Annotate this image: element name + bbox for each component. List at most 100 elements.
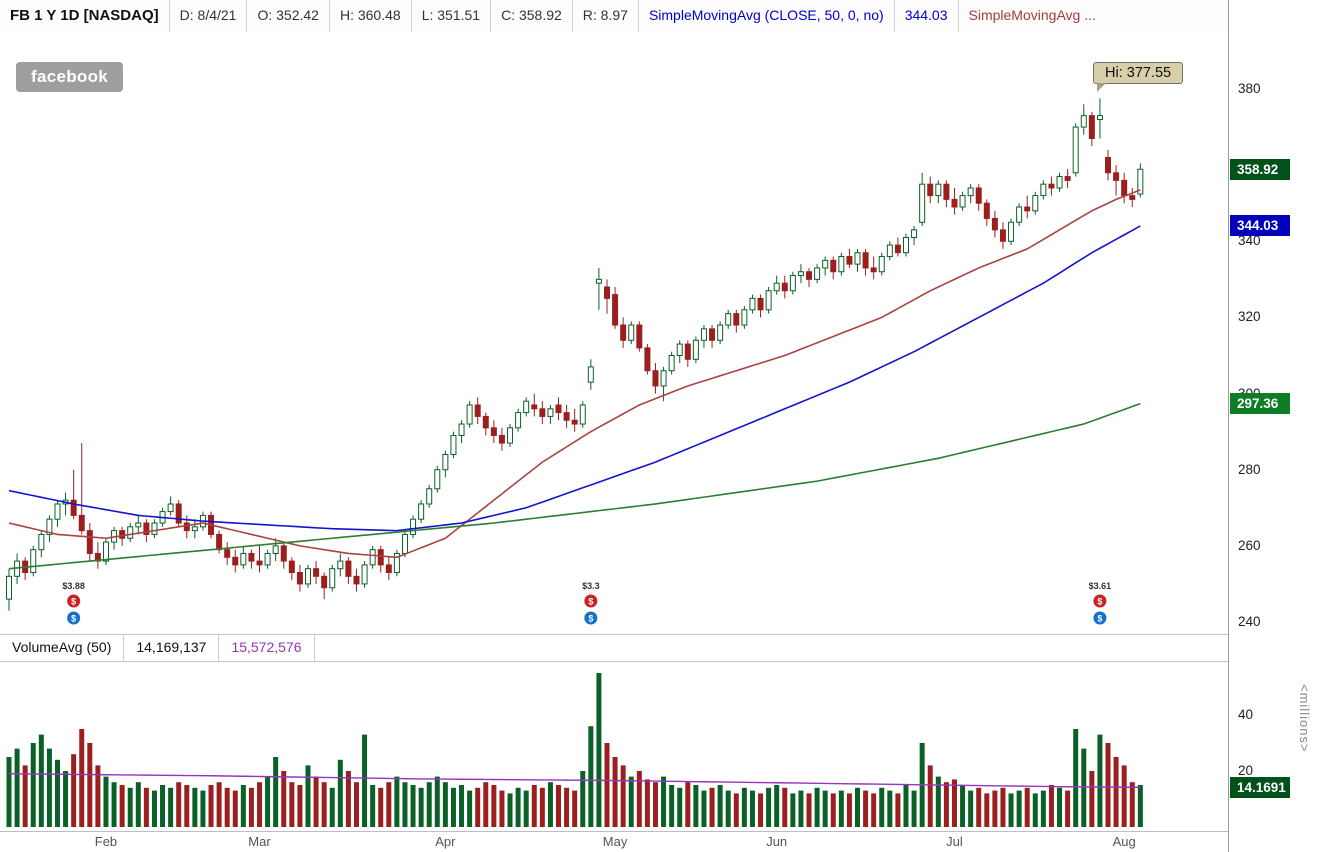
candle-body	[127, 526, 134, 539]
candle-body	[1080, 115, 1087, 128]
volume-bar	[798, 790, 804, 827]
volume-bar	[467, 790, 473, 827]
volume-bar	[1089, 771, 1095, 827]
candle-body	[773, 282, 780, 292]
volume-bar	[644, 779, 650, 827]
candle-body	[1105, 157, 1112, 174]
volume-bar	[281, 771, 287, 827]
volume-bar	[232, 790, 238, 827]
volume-bar	[119, 785, 125, 827]
candle-body	[70, 499, 77, 516]
candle-body	[345, 560, 352, 577]
candle-body	[296, 572, 303, 585]
volume-bar	[297, 785, 303, 827]
volume-bar	[620, 765, 626, 827]
volume-bar	[1121, 765, 1127, 827]
volume-bar	[1048, 785, 1054, 827]
candle-body	[676, 343, 683, 357]
volume-bar	[378, 787, 384, 827]
candle-body	[507, 427, 514, 444]
SimpleMovingAvg-50-line	[8, 225, 1141, 532]
candle-body	[539, 408, 546, 417]
candle-body	[321, 575, 328, 589]
candle-body	[595, 278, 602, 284]
sma-fast-study-label[interactable]: SimpleMovingAvg ...	[968, 7, 1096, 23]
volume-bar	[1000, 787, 1006, 827]
range-field: R: 8.97	[573, 0, 639, 32]
volume-bar	[127, 787, 133, 827]
low-field: L: 351.51	[412, 0, 492, 32]
candle-body	[1032, 195, 1039, 212]
candle-body	[353, 575, 360, 585]
candle-body	[838, 256, 845, 273]
date-field: D: 8/4/21	[170, 0, 248, 32]
volume-bar	[976, 787, 982, 827]
price-axis[interactable]: <millions> 38036034032030028026024040203…	[1228, 0, 1320, 852]
volume-bar	[879, 787, 885, 827]
volume-chart[interactable]	[0, 660, 1228, 831]
volume-bar	[362, 734, 368, 827]
price-tick-260: 260	[1238, 537, 1261, 553]
candle-body	[1129, 195, 1136, 200]
price-tick-340: 340	[1238, 233, 1261, 249]
volume-bar	[855, 787, 861, 827]
candle-body	[369, 549, 376, 566]
volume-bar	[38, 734, 44, 827]
candle-body	[102, 541, 109, 562]
volume-bar	[830, 793, 836, 827]
candle-body	[547, 408, 554, 417]
conference-call-icon[interactable]	[66, 610, 82, 626]
volume-bar	[790, 793, 796, 827]
candle-body	[620, 324, 627, 341]
volume-bar	[564, 787, 570, 827]
sma50-study-label[interactable]: SimpleMovingAvg (CLOSE, 50, 0, no)	[639, 0, 895, 32]
volume-bar	[257, 782, 263, 827]
earnings-icon[interactable]	[1092, 593, 1108, 609]
price-tick-320: 320	[1238, 309, 1261, 325]
price-tick-280: 280	[1238, 461, 1261, 477]
earnings-icon[interactable]	[66, 593, 82, 609]
volume-avg-label[interactable]: VolumeAvg (50)	[0, 635, 125, 661]
candle-body	[854, 252, 861, 265]
volume-bar	[22, 765, 28, 827]
volume-bar	[1073, 729, 1079, 827]
candle-body	[54, 503, 61, 520]
volume-bar	[434, 776, 440, 827]
candle-body	[806, 271, 813, 280]
candlestick-chart[interactable]: $3.88 $ $ $3.3 $ $ $3.61 $ $	[0, 32, 1228, 634]
candle-body	[191, 526, 198, 532]
candle-body	[660, 370, 667, 387]
candle-body	[1056, 176, 1063, 189]
candle-body	[256, 560, 263, 566]
earnings-icon-glyph: $	[588, 597, 593, 607]
earnings-icon[interactable]	[583, 593, 599, 609]
volume-bar	[345, 771, 351, 827]
price-pane[interactable]: $3.88 $ $ $3.3 $ $ $3.61 $ $ facebook Hi: 377.55	[0, 32, 1228, 634]
time-axis[interactable]: Feb Mar Apr May Jun Jul Aug	[0, 831, 1228, 852]
month-label-may: May	[602, 834, 628, 849]
volume-bar	[758, 793, 764, 827]
candle-body	[725, 313, 732, 326]
volume-bar	[935, 776, 941, 827]
volume-bar	[1113, 757, 1119, 827]
volume-bar	[103, 776, 109, 827]
candle-body	[385, 564, 392, 574]
candle-body	[967, 187, 974, 197]
volume-bar	[766, 787, 772, 827]
volume-bar	[1008, 793, 1014, 827]
volume-bar	[1105, 743, 1111, 827]
volume-tick-20: 20	[1238, 763, 1254, 778]
candle-body	[466, 404, 473, 425]
SimpleMovingAvg-fast-line	[8, 189, 1141, 559]
candle-body	[426, 488, 433, 505]
candle-body	[555, 404, 562, 414]
volume-bar	[741, 787, 747, 827]
conference-call-icon[interactable]	[583, 610, 599, 626]
symbol-title[interactable]: FB 1 Y 1D [NASDAQ]	[0, 0, 170, 32]
candle-body	[288, 560, 295, 574]
candle-body	[563, 412, 570, 421]
volume-pane[interactable]	[0, 660, 1228, 832]
sma-slow-badge: 297.36	[1230, 393, 1290, 415]
conference-call-icon[interactable]	[1092, 610, 1108, 626]
volume-bar	[402, 782, 408, 827]
